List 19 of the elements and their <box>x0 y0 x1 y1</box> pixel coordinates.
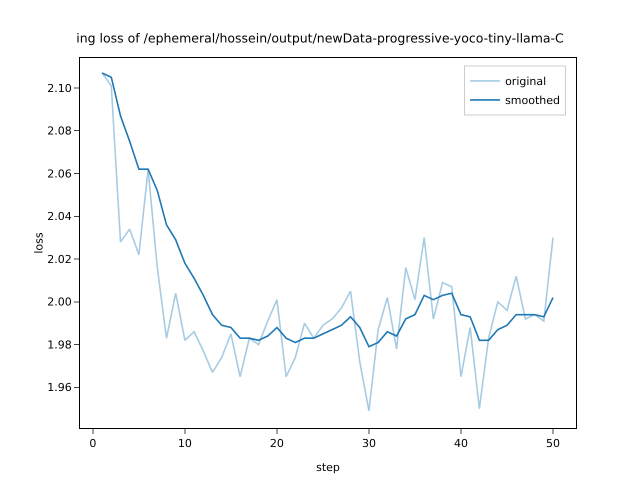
x-axis-title: step <box>316 461 340 474</box>
y-tick-label: 2.06 <box>47 167 72 180</box>
y-axis-title: loss <box>32 232 46 254</box>
x-tick-label: 50 <box>546 437 560 450</box>
y-tick-label: 1.98 <box>47 338 72 352</box>
y-tick-label: 2.00 <box>47 296 72 309</box>
y-tick-label: 2.10 <box>47 82 72 95</box>
legend-label: smoothed <box>505 94 560 108</box>
legend-label: original <box>505 75 546 88</box>
x-tick-label: 20 <box>270 437 284 450</box>
x-tick-label: 30 <box>362 437 376 450</box>
chart-title: ing loss of /ephemeral/hossein/output/newData-progressive-yoco-tiny-llama-C <box>76 30 564 46</box>
y-tick-label: 2.02 <box>47 252 72 266</box>
y-tick-label: 2.08 <box>47 124 72 138</box>
x-tick-label: 0 <box>89 437 96 450</box>
y-tick-label: 1.96 <box>47 381 72 394</box>
x-tick-label: 10 <box>178 437 192 450</box>
y-tick-label: 2.04 <box>47 210 72 224</box>
x-tick-label: 40 <box>454 437 468 450</box>
